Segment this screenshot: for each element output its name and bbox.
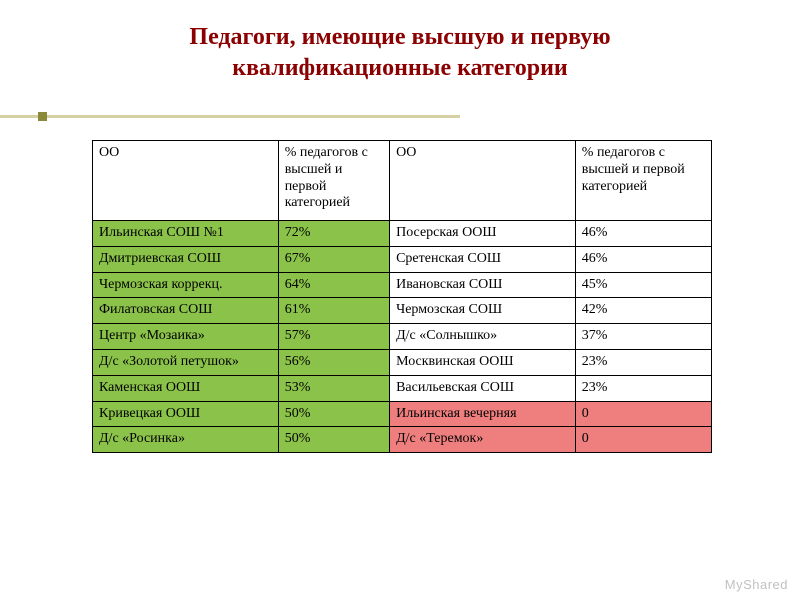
table-row: Дмитриевская СОШ67%Сретенская СОШ46%	[93, 246, 712, 272]
school-name: Ильинская вечерняя	[390, 401, 576, 427]
table-row: Кривецкая ООШ50%Ильинская вечерняя0	[93, 401, 712, 427]
school-name: Д/с «Росинка»	[93, 427, 279, 453]
percent-value: 23%	[575, 349, 711, 375]
percent-value: 64%	[278, 272, 389, 298]
percent-value: 0	[575, 401, 711, 427]
accent-square	[38, 112, 47, 121]
percent-value: 42%	[575, 298, 711, 324]
percent-value: 37%	[575, 324, 711, 350]
accent-line	[0, 115, 460, 118]
percent-value: 56%	[278, 349, 389, 375]
table-row: Ильинская СОШ №172%Посерская ООШ46%	[93, 221, 712, 247]
school-name: Васильевская СОШ	[390, 375, 576, 401]
school-name: Чермозская коррекц.	[93, 272, 279, 298]
school-name: Центр «Мозаика»	[93, 324, 279, 350]
percent-value: 50%	[278, 401, 389, 427]
percent-value: 46%	[575, 246, 711, 272]
school-name: Д/с «Золотой петушок»	[93, 349, 279, 375]
school-name: Сретенская СОШ	[390, 246, 576, 272]
table-header: % педагогов с высшей и первой категорией	[278, 141, 389, 221]
percent-value: 23%	[575, 375, 711, 401]
percent-value: 72%	[278, 221, 389, 247]
percent-value: 53%	[278, 375, 389, 401]
table-row: Д/с «Росинка»50%Д/с «Теремок»0	[93, 427, 712, 453]
school-name: Ивановская СОШ	[390, 272, 576, 298]
percent-value: 61%	[278, 298, 389, 324]
school-name: Филатовская СОШ	[93, 298, 279, 324]
table-header: ОО	[390, 141, 576, 221]
table-row: Филатовская СОШ61%Чермозская СОШ42%	[93, 298, 712, 324]
school-name: Каменская ООШ	[93, 375, 279, 401]
school-name: Чермозская СОШ	[390, 298, 576, 324]
table-header: % педагогов с высшей и первой категорией	[575, 141, 711, 221]
data-table: ОО% педагогов с высшей и первой категори…	[92, 140, 712, 453]
percent-value: 67%	[278, 246, 389, 272]
table-row: Д/с «Золотой петушок»56%Москвинская ООШ2…	[93, 349, 712, 375]
school-name: Ильинская СОШ №1	[93, 221, 279, 247]
school-name: Д/с «Солнышко»	[390, 324, 576, 350]
data-table-container: ОО% педагогов с высшей и первой категори…	[92, 140, 712, 453]
table-header: ОО	[93, 141, 279, 221]
school-name: Дмитриевская СОШ	[93, 246, 279, 272]
table-row: Каменская ООШ53%Васильевская СОШ23%	[93, 375, 712, 401]
percent-value: 50%	[278, 427, 389, 453]
table-row: Чермозская коррекц.64%Ивановская СОШ45%	[93, 272, 712, 298]
slide-title: Педагоги, имеющие высшую и первую квалиф…	[0, 0, 800, 94]
watermark: MyShared	[725, 577, 788, 592]
table-row: Центр «Мозаика»57%Д/с «Солнышко»37%	[93, 324, 712, 350]
percent-value: 0	[575, 427, 711, 453]
percent-value: 57%	[278, 324, 389, 350]
percent-value: 45%	[575, 272, 711, 298]
school-name: Д/с «Теремок»	[390, 427, 576, 453]
school-name: Кривецкая ООШ	[93, 401, 279, 427]
school-name: Посерская ООШ	[390, 221, 576, 247]
percent-value: 46%	[575, 221, 711, 247]
school-name: Москвинская ООШ	[390, 349, 576, 375]
